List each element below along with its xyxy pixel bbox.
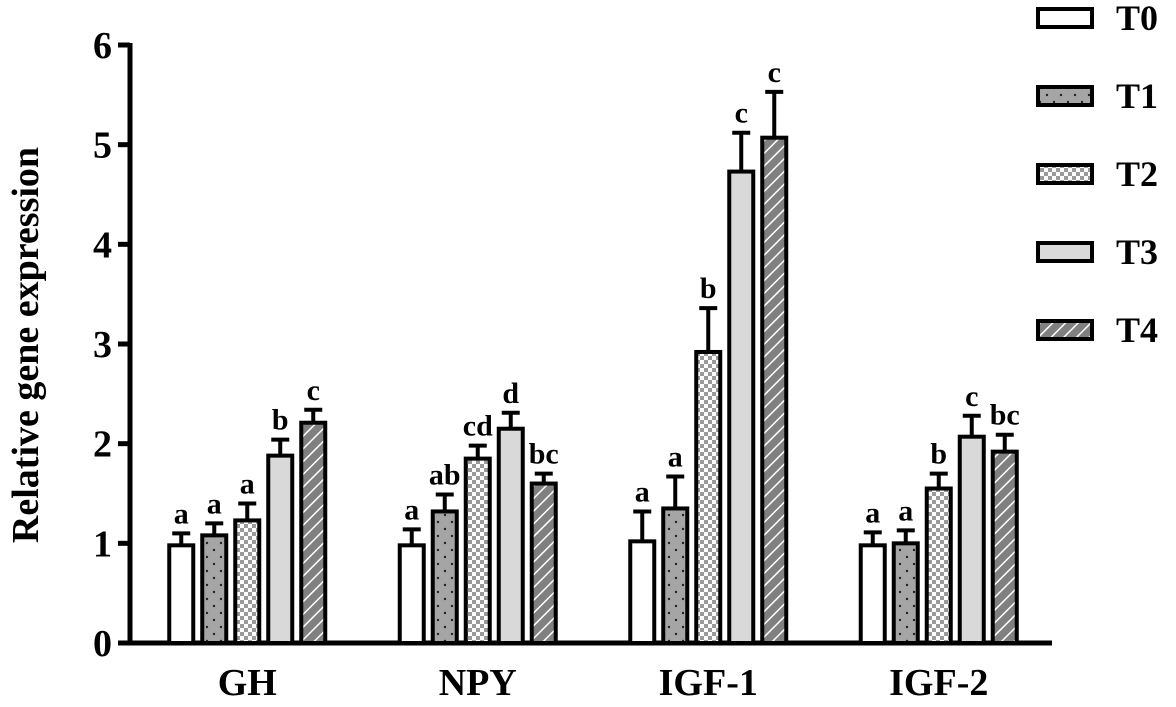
y-axis-title: Relative gene expression: [5, 147, 47, 543]
x-category-label: NPY: [439, 662, 517, 702]
bar-t0-npy: [397, 543, 426, 645]
bar-t2-gh: [233, 518, 262, 645]
legend-swatch-t0: [1036, 7, 1094, 29]
y-ticks: 0 1 2 3 4 5 6: [93, 25, 130, 665]
significance-label: c: [735, 97, 748, 130]
bar-t4-npy: [529, 481, 558, 645]
significance-label: d: [502, 377, 519, 410]
legend-swatch-t1: [1036, 85, 1094, 107]
legend-label: T0: [1116, 0, 1158, 38]
significance-label: c: [965, 380, 978, 413]
bar-t4-igf-2: [990, 449, 1019, 646]
bar-t3-gh: [266, 453, 295, 646]
significance-label: b: [700, 272, 717, 305]
legend-swatch-t3: [1036, 241, 1094, 263]
legend-label: T1: [1116, 76, 1158, 116]
significance-label: a: [635, 475, 650, 508]
bar-t2-npy: [463, 456, 492, 645]
significance-label: c: [307, 374, 320, 407]
bar-t0-gh: [167, 543, 196, 645]
bar-t4-igf-1: [760, 135, 789, 645]
legend-label: T4: [1116, 310, 1158, 350]
significance-label: a: [865, 496, 880, 529]
y-tick-label: 1: [93, 523, 112, 565]
legend-swatch-t2: [1036, 163, 1094, 185]
significance-label: b: [272, 404, 289, 437]
bar-t0-igf-1: [628, 539, 657, 646]
significance-label: cd: [463, 410, 493, 443]
y-tick-label: 5: [93, 125, 112, 167]
bar-t1-npy: [430, 509, 459, 645]
legend-label: T2: [1116, 154, 1158, 194]
y-tick-label: 4: [93, 224, 112, 266]
significance-label: c: [768, 56, 781, 89]
significance-label: bc: [990, 399, 1020, 432]
significance-label: a: [404, 493, 419, 526]
x-category-labels: GH NPY IGF-1 IGF-2: [218, 662, 989, 704]
y-tick-label: 0: [93, 623, 112, 665]
y-tick-label: 3: [93, 324, 112, 366]
bar-t1-gh: [200, 533, 229, 645]
bar-t2-igf-2: [924, 486, 953, 645]
x-category-label: IGF-2: [889, 662, 988, 702]
x-category-label: GH: [218, 662, 277, 702]
legend: T0 T1 T2 T3 T4: [1036, 0, 1158, 350]
bar-t3-igf-1: [727, 169, 756, 645]
significance-label: a: [898, 494, 913, 527]
significance-label: bc: [529, 438, 559, 471]
significance-label: a: [174, 497, 189, 530]
bar-t3-npy: [496, 426, 525, 646]
legend-swatch-t4: [1036, 319, 1094, 341]
bar-t4-gh: [299, 420, 328, 645]
significance-label: b: [930, 438, 947, 471]
significance-label: a: [668, 441, 683, 474]
bar-t3-igf-2: [957, 434, 986, 645]
y-tick-label: 2: [93, 424, 112, 466]
x-category-label: IGF-1: [659, 662, 758, 702]
significance-label: a: [207, 487, 222, 520]
significance-label: ab: [429, 458, 461, 491]
legend-label: T3: [1116, 232, 1158, 272]
bar-t2-igf-1: [694, 349, 723, 645]
bar-t0-igf-2: [858, 543, 887, 645]
bar-t1-igf-1: [661, 506, 690, 646]
bar-t1-igf-2: [891, 541, 920, 645]
y-tick-label: 6: [93, 25, 112, 67]
significance-label: a: [240, 467, 255, 500]
